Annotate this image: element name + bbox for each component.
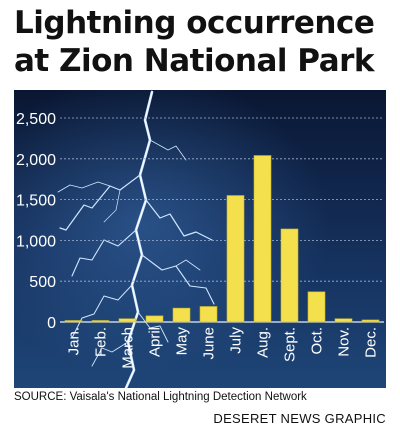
x-tick-label: Feb. <box>93 327 110 357</box>
y-axis-labels: 0 500 1,000 1,500 2,000 2,500 <box>16 111 56 332</box>
glow-overlay <box>14 90 386 388</box>
x-tick-label: Aug. <box>255 327 272 358</box>
y-tick-label: 2,500 <box>16 111 56 128</box>
graphic-credit: DESERET NEWS GRAPHIC <box>213 411 386 426</box>
x-tick-label: April <box>147 327 164 357</box>
chart: 0 500 1,000 1,500 2,000 2,500 Jan. Feb. March Ap… <box>14 90 386 388</box>
bar-sept <box>280 228 299 323</box>
bar-dec <box>361 319 380 323</box>
x-tick-label: Nov. <box>336 327 353 357</box>
bar-aug <box>253 155 272 323</box>
x-axis-labels: Jan. Feb. March April May June July Aug. Sept. Oc… <box>66 327 380 369</box>
lightning-bolt-image <box>57 90 215 388</box>
y-tick-label: 1,000 <box>16 233 56 250</box>
bar-july <box>226 195 245 323</box>
title-line-1: Lightning occurrence <box>14 5 375 41</box>
y-tick-label: 2,000 <box>16 152 56 169</box>
bar-oct <box>307 291 326 323</box>
x-tick-label: Sept. <box>282 327 299 362</box>
x-tick-label: May <box>174 327 191 356</box>
y-tick-label: 500 <box>29 274 56 291</box>
bars <box>64 155 380 323</box>
bar-may <box>172 307 191 323</box>
bar-nov <box>334 318 353 323</box>
x-tick-label: June <box>201 327 218 360</box>
y-tick-label: 0 <box>47 315 56 332</box>
bar-april <box>145 315 164 323</box>
gridlines <box>60 117 384 323</box>
x-tick-label: Oct. <box>309 327 326 355</box>
x-tick-label: Jan. <box>66 327 83 355</box>
x-tick-label: March <box>120 327 137 369</box>
source-note: SOURCE: Vaisala's National Lightning Det… <box>14 391 307 403</box>
bar-feb <box>91 320 110 323</box>
bar-march <box>118 318 137 323</box>
x-tick-label: Dec. <box>363 327 380 358</box>
title-line-2: at Zion National Park <box>14 43 375 79</box>
bar-jan <box>64 320 83 323</box>
x-tick-label: July <box>228 327 245 354</box>
bar-june <box>199 306 218 323</box>
chart-title: Lightning occurrence at Zion National Pa… <box>14 4 394 80</box>
y-tick-label: 1,500 <box>16 193 56 210</box>
